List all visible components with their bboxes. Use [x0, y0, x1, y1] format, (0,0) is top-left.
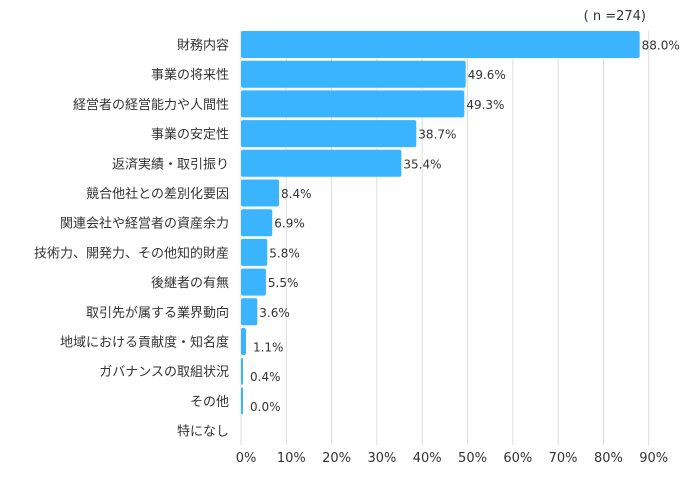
- bar: [241, 298, 258, 326]
- category-label: 地域における貢献度・知名度: [60, 335, 229, 351]
- data-label: 3.6%: [259, 306, 290, 320]
- bar: [241, 120, 417, 148]
- data-label: 35.4%: [403, 157, 441, 171]
- x-tick-label: 60%: [503, 451, 532, 466]
- category-label: 特になし: [177, 425, 229, 440]
- data-label: 6.9%: [274, 217, 305, 231]
- category-label: 返済実績・取引振り: [112, 156, 229, 172]
- bar: [241, 209, 273, 237]
- x-tick-label: 10%: [277, 451, 306, 466]
- bar: [241, 328, 246, 355]
- x-tick-label: 70%: [549, 451, 578, 466]
- x-tick-label: 90%: [639, 451, 668, 466]
- bar: [241, 31, 640, 58]
- bar: [241, 387, 243, 415]
- x-tick-label: 80%: [594, 451, 623, 466]
- bar: [241, 268, 266, 296]
- bar: [241, 179, 280, 207]
- data-label: 49.3%: [466, 98, 504, 112]
- x-tick-label: 20%: [322, 451, 351, 466]
- category-label: 事業の安定性: [151, 127, 229, 143]
- bar: [241, 60, 466, 88]
- category-label: 関連会社や経営者の資産余力: [60, 216, 229, 232]
- data-label: 5.5%: [268, 276, 299, 290]
- data-label: 38.7%: [418, 128, 456, 142]
- bar: [241, 149, 402, 177]
- data-label: 5.8%: [269, 246, 300, 260]
- data-label: 88.0%: [642, 39, 680, 53]
- x-tick-label: 30%: [367, 451, 396, 466]
- bar: [241, 238, 268, 266]
- category-label: 財務内容: [177, 38, 229, 54]
- category-label: 後継者の有無: [151, 276, 229, 291]
- bar: [241, 90, 465, 118]
- x-tick-label: 0%: [236, 451, 257, 466]
- sample-size-note: ( n =274): [584, 9, 646, 24]
- category-label: 競合他社との差別化要因: [86, 186, 229, 202]
- x-tick-label: 40%: [413, 451, 442, 466]
- x-tick-label: 50%: [458, 451, 487, 466]
- data-label: 0.4%: [250, 370, 281, 384]
- category-label: 取引先が属する業界動向: [86, 305, 229, 321]
- data-label: 1.1%: [253, 341, 284, 355]
- category-label: その他: [190, 395, 229, 410]
- category-label: ガバナンスの取組状況: [99, 365, 229, 380]
- category-label: 経営者の経営能力や人間性: [73, 98, 229, 113]
- data-label: 8.4%: [281, 187, 312, 201]
- category-label: 事業の将来性: [151, 67, 229, 83]
- category-label: 技術力、開発力、その他知的財産: [34, 245, 229, 261]
- data-label: 49.6%: [468, 68, 506, 82]
- data-label: 0.0%: [250, 400, 281, 414]
- bar: [241, 357, 243, 385]
